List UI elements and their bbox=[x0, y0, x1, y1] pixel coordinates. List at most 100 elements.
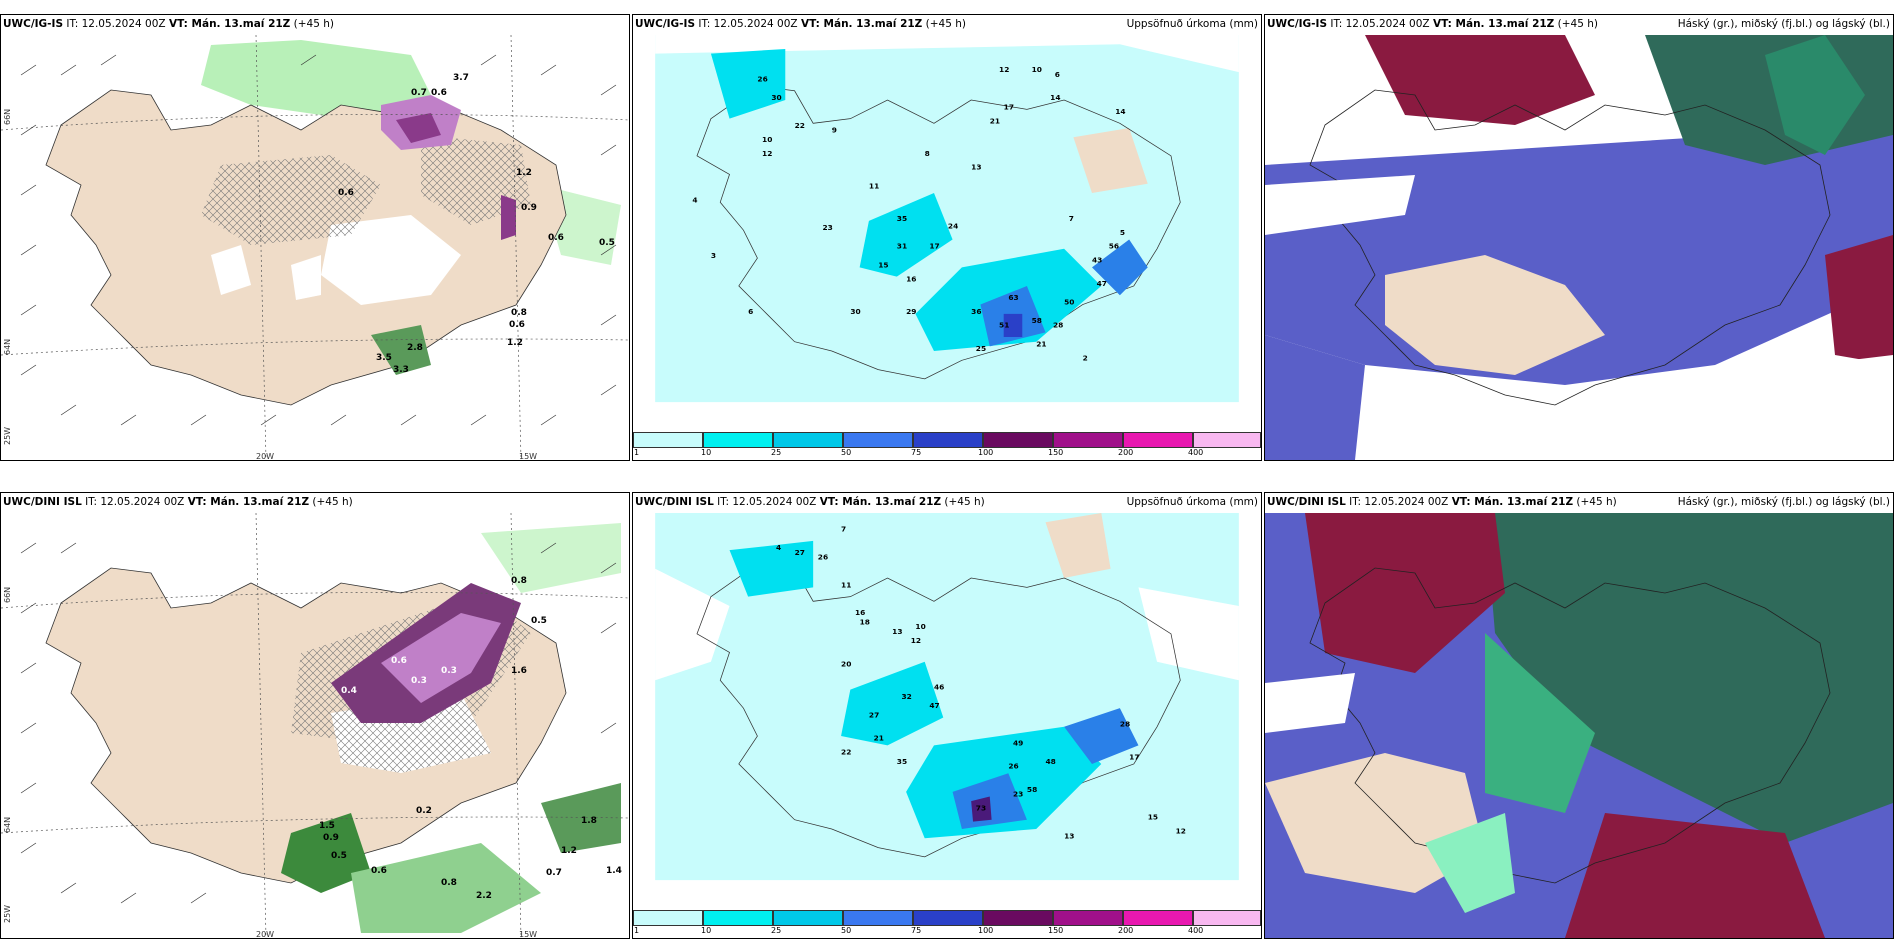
svg-text:1.5: 1.5 bbox=[319, 821, 335, 831]
wind-barbs bbox=[20, 542, 617, 904]
svg-text:1.4: 1.4 bbox=[606, 866, 622, 876]
legend-swatch bbox=[1053, 432, 1123, 448]
svg-text:4: 4 bbox=[776, 543, 781, 552]
panel-bottom-snow: UWC/DINI ISL IT: 12.05.2024 00Z VT: Mán.… bbox=[0, 492, 630, 939]
legend-swatch bbox=[703, 910, 773, 926]
svg-text:36: 36 bbox=[971, 307, 981, 316]
svg-text:28: 28 bbox=[1120, 720, 1130, 729]
svg-text:27: 27 bbox=[795, 548, 805, 557]
svg-text:0.9: 0.9 bbox=[521, 203, 537, 213]
svg-text:1.8: 1.8 bbox=[581, 816, 597, 826]
svg-text:17: 17 bbox=[1129, 752, 1139, 761]
svg-text:15: 15 bbox=[878, 260, 888, 269]
legend-swatch bbox=[1053, 910, 1123, 926]
legend-swatch bbox=[843, 910, 913, 926]
svg-text:16: 16 bbox=[906, 274, 916, 283]
svg-text:2.2: 2.2 bbox=[476, 891, 492, 901]
svg-text:0.8: 0.8 bbox=[511, 308, 527, 318]
svg-text:47: 47 bbox=[1097, 279, 1107, 288]
svg-text:28: 28 bbox=[1053, 321, 1063, 330]
svg-text:10: 10 bbox=[1032, 65, 1042, 74]
svg-text:0.7: 0.7 bbox=[546, 868, 562, 878]
panel-header: UWC/IG-IS IT: 12.05.2024 00Z VT: Mán. 13… bbox=[3, 18, 334, 30]
svg-text:21: 21 bbox=[990, 116, 1000, 125]
svg-text:12: 12 bbox=[762, 149, 772, 158]
panel-top-cloud: UWC/IG-IS IT: 12.05.2024 00Z VT: Mán. 13… bbox=[1264, 14, 1894, 461]
precip-map: 7 4 26 27 16 11 18 13 10 12 20 32 46 47 … bbox=[655, 513, 1239, 881]
svg-text:0.6: 0.6 bbox=[391, 656, 407, 666]
cloud-title: Háský (gr.), miðský (fj.bl.) og lágský (… bbox=[1677, 18, 1890, 30]
legend-swatch bbox=[913, 432, 983, 448]
svg-text:7: 7 bbox=[841, 525, 846, 534]
panel-top-snow: UWC/IG-IS IT: 12.05.2024 00Z VT: Mán. 13… bbox=[0, 14, 630, 461]
legend-swatch bbox=[633, 432, 703, 448]
panel-header: UWC/IG-IS IT: 12.05.2024 00Z VT: Mán. 13… bbox=[1267, 18, 1598, 30]
svg-text:14: 14 bbox=[1050, 93, 1060, 102]
svg-text:30: 30 bbox=[850, 307, 860, 316]
svg-text:12: 12 bbox=[999, 65, 1009, 74]
legend-swatch bbox=[983, 432, 1053, 448]
svg-text:8: 8 bbox=[925, 149, 930, 158]
svg-text:73: 73 bbox=[976, 803, 986, 812]
svg-text:23: 23 bbox=[1013, 789, 1023, 798]
svg-text:10: 10 bbox=[762, 135, 772, 144]
svg-text:15: 15 bbox=[1148, 813, 1158, 822]
svg-text:63: 63 bbox=[1008, 293, 1018, 302]
svg-text:12: 12 bbox=[1176, 827, 1186, 836]
svg-text:35: 35 bbox=[897, 757, 907, 766]
svg-text:26: 26 bbox=[1008, 762, 1018, 771]
svg-text:7: 7 bbox=[1069, 214, 1074, 223]
cloud-map bbox=[1265, 513, 1893, 938]
svg-text:17: 17 bbox=[929, 242, 939, 251]
iceland-outline bbox=[696, 85, 1181, 380]
legend-swatch bbox=[1193, 910, 1261, 926]
precip-legend: 1 10 25 50 75 100 150 200 400 bbox=[633, 432, 1261, 457]
svg-text:1.6: 1.6 bbox=[511, 666, 527, 676]
svg-text:11: 11 bbox=[841, 580, 851, 589]
svg-text:31: 31 bbox=[897, 242, 907, 251]
svg-text:0.3: 0.3 bbox=[411, 676, 427, 686]
svg-text:21: 21 bbox=[1036, 339, 1046, 348]
precip-legend: 1 10 25 50 75 100 150 200 400 bbox=[633, 910, 1261, 935]
svg-text:13: 13 bbox=[971, 163, 981, 172]
svg-text:0.5: 0.5 bbox=[531, 616, 547, 626]
snow-map: 0.8 0.5 0.4 0.6 0.3 1.6 1.5 0.9 0.5 0.7 … bbox=[1, 513, 629, 938]
svg-text:0.5: 0.5 bbox=[599, 238, 615, 248]
cloud-title: Háský (gr.), miðský (fj.bl.) og lágský (… bbox=[1677, 496, 1890, 508]
svg-text:22: 22 bbox=[795, 121, 805, 130]
svg-text:51: 51 bbox=[999, 321, 1009, 330]
legend-swatch bbox=[633, 910, 703, 926]
svg-text:5: 5 bbox=[1120, 228, 1125, 237]
svg-text:50: 50 bbox=[1064, 298, 1074, 307]
svg-text:58: 58 bbox=[1027, 785, 1037, 794]
legend-swatch bbox=[773, 910, 843, 926]
legend-swatch bbox=[913, 910, 983, 926]
svg-text:13: 13 bbox=[892, 627, 902, 636]
svg-text:0.2: 0.2 bbox=[416, 806, 432, 816]
precip-map: 12 10 6 14 17 21 26 30 22 11 10 12 9 8 1… bbox=[655, 35, 1239, 403]
snow-map: 0.6 1.2 0.9 0.6 0.5 0.8 0.6 1.2 2.8 3.5 … bbox=[1, 35, 629, 460]
svg-text:17: 17 bbox=[1004, 102, 1014, 111]
panel-bottom-precip: UWC/DINI ISL IT: 12.05.2024 00Z VT: Mán.… bbox=[632, 492, 1262, 939]
svg-text:0.8: 0.8 bbox=[511, 576, 527, 586]
svg-text:0.3: 0.3 bbox=[441, 666, 457, 676]
svg-text:2: 2 bbox=[1083, 353, 1088, 362]
svg-text:24: 24 bbox=[948, 221, 958, 230]
svg-text:49: 49 bbox=[1013, 738, 1023, 747]
svg-text:12: 12 bbox=[911, 636, 921, 645]
svg-text:22: 22 bbox=[841, 748, 851, 757]
svg-text:0.9: 0.9 bbox=[323, 833, 339, 843]
svg-text:1.2: 1.2 bbox=[507, 338, 523, 348]
svg-text:25: 25 bbox=[976, 344, 986, 353]
svg-text:0.7: 0.7 bbox=[411, 88, 427, 98]
panel-header: UWC/DINI ISL IT: 12.05.2024 00Z VT: Mán.… bbox=[635, 496, 985, 508]
precip-title: Uppsöfnuð úrkoma (mm) bbox=[1126, 496, 1258, 508]
svg-text:58: 58 bbox=[1032, 316, 1042, 325]
wind-barbs bbox=[20, 54, 617, 426]
svg-text:0.8: 0.8 bbox=[441, 878, 457, 888]
svg-text:13: 13 bbox=[1064, 831, 1074, 840]
panel-bottom-cloud: UWC/DINI ISL IT: 12.05.2024 00Z VT: Mán.… bbox=[1264, 492, 1894, 939]
svg-text:26: 26 bbox=[757, 74, 767, 83]
cloud-map bbox=[1265, 35, 1893, 460]
panel-header: UWC/IG-IS IT: 12.05.2024 00Z VT: Mán. 13… bbox=[635, 18, 966, 30]
